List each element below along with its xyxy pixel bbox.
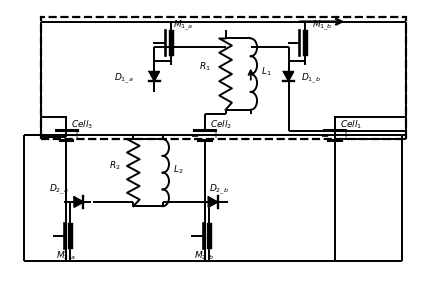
Text: $-$: $-$ xyxy=(51,130,60,140)
Text: $M_{2\_b}$: $M_{2\_b}$ xyxy=(194,249,215,264)
Text: $-$: $-$ xyxy=(190,130,199,140)
Text: $L_1$: $L_1$ xyxy=(261,65,272,78)
Text: $+$: $+$ xyxy=(72,129,81,140)
Text: $D_{2\_a}$: $D_{2\_a}$ xyxy=(49,182,69,197)
Text: $Cell_3$: $Cell_3$ xyxy=(71,118,94,131)
Polygon shape xyxy=(74,197,83,207)
Polygon shape xyxy=(149,72,159,81)
Text: $M_{1\_a}$: $M_{1\_a}$ xyxy=(173,19,193,33)
Text: $M_{2\_a}$: $M_{2\_a}$ xyxy=(56,249,76,264)
Text: $D_{2\_b}$: $D_{2\_b}$ xyxy=(209,182,229,197)
Polygon shape xyxy=(283,72,294,81)
Text: $+$: $+$ xyxy=(341,129,350,140)
Text: $-$: $-$ xyxy=(320,130,329,140)
Text: $D_{1\_a}$: $D_{1\_a}$ xyxy=(114,71,133,86)
Text: $D_{1\_b}$: $D_{1\_b}$ xyxy=(301,71,321,86)
Bar xyxy=(41,17,406,139)
Text: $Cell_2$: $Cell_2$ xyxy=(210,118,232,131)
Text: $M_{1\_b}$: $M_{1\_b}$ xyxy=(311,19,332,33)
Text: $Cell_1$: $Cell_1$ xyxy=(340,118,362,131)
Text: $+$: $+$ xyxy=(210,129,220,140)
Text: $R_1$: $R_1$ xyxy=(199,61,211,73)
Text: $R_2$: $R_2$ xyxy=(109,160,121,172)
Polygon shape xyxy=(208,197,218,207)
Text: $L_2$: $L_2$ xyxy=(173,164,184,176)
